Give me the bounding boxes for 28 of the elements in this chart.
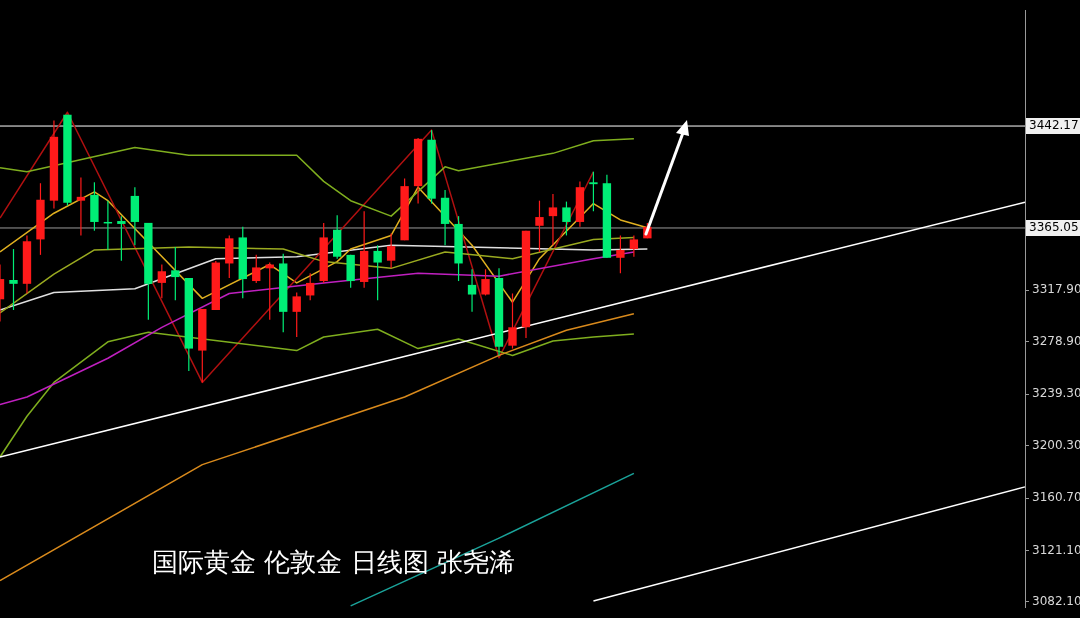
candlestick bbox=[508, 292, 517, 350]
candlestick bbox=[292, 291, 301, 338]
y-tick-label: 3200.30 bbox=[1032, 437, 1080, 452]
candlestick bbox=[386, 232, 396, 269]
candlestick bbox=[306, 272, 315, 301]
candlestick bbox=[157, 263, 167, 299]
candlestick bbox=[481, 268, 490, 297]
candlestick bbox=[467, 268, 477, 313]
candlestick bbox=[252, 254, 261, 284]
ref-line-label: 3442.17 bbox=[1029, 118, 1079, 133]
candlestick bbox=[117, 215, 126, 262]
y-tick-label: 3121.10 bbox=[1032, 542, 1080, 557]
candlestick bbox=[548, 193, 558, 246]
candlestick bbox=[535, 200, 544, 253]
candlestick bbox=[589, 171, 598, 212]
y-tick-label: 3082.10 bbox=[1032, 594, 1080, 609]
candlestick bbox=[76, 176, 86, 237]
candlestick bbox=[562, 201, 571, 237]
y-tick-label: 3239.30 bbox=[1032, 386, 1080, 401]
y-tick-label: 3278.90 bbox=[1032, 333, 1080, 348]
y-tick-label: 3317.90 bbox=[1032, 282, 1080, 297]
candlestick bbox=[616, 234, 625, 274]
y-tick-label: 3160.70 bbox=[1032, 490, 1080, 505]
candlestick bbox=[9, 248, 18, 311]
ref-line-label: 3365.05 bbox=[1029, 220, 1079, 235]
candlestick bbox=[171, 246, 180, 301]
candlestick bbox=[629, 234, 639, 258]
candlestick bbox=[373, 244, 382, 301]
